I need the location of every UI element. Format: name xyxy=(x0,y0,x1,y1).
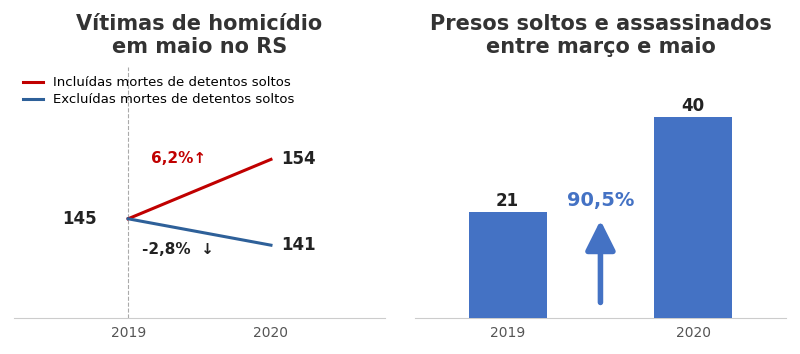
Text: 40: 40 xyxy=(682,97,705,115)
Title: Presos soltos e assassinados
entre março e maio: Presos soltos e assassinados entre março… xyxy=(430,14,771,57)
Text: 90,5%: 90,5% xyxy=(566,191,634,210)
Legend: Incluídas mortes de detentos soltos, Excluídas mortes de detentos soltos: Incluídas mortes de detentos soltos, Exc… xyxy=(21,74,298,109)
Text: 6,2%↑: 6,2%↑ xyxy=(150,151,206,166)
Text: 154: 154 xyxy=(281,150,315,169)
Text: 21: 21 xyxy=(496,192,519,210)
Bar xyxy=(654,117,732,318)
Text: -2,8%  ↓: -2,8% ↓ xyxy=(142,242,214,257)
Title: Vítimas de homicídio
em maio no RS: Vítimas de homicídio em maio no RS xyxy=(77,14,322,57)
Text: 141: 141 xyxy=(281,236,315,254)
Bar xyxy=(469,212,546,318)
Text: 145: 145 xyxy=(62,210,97,228)
